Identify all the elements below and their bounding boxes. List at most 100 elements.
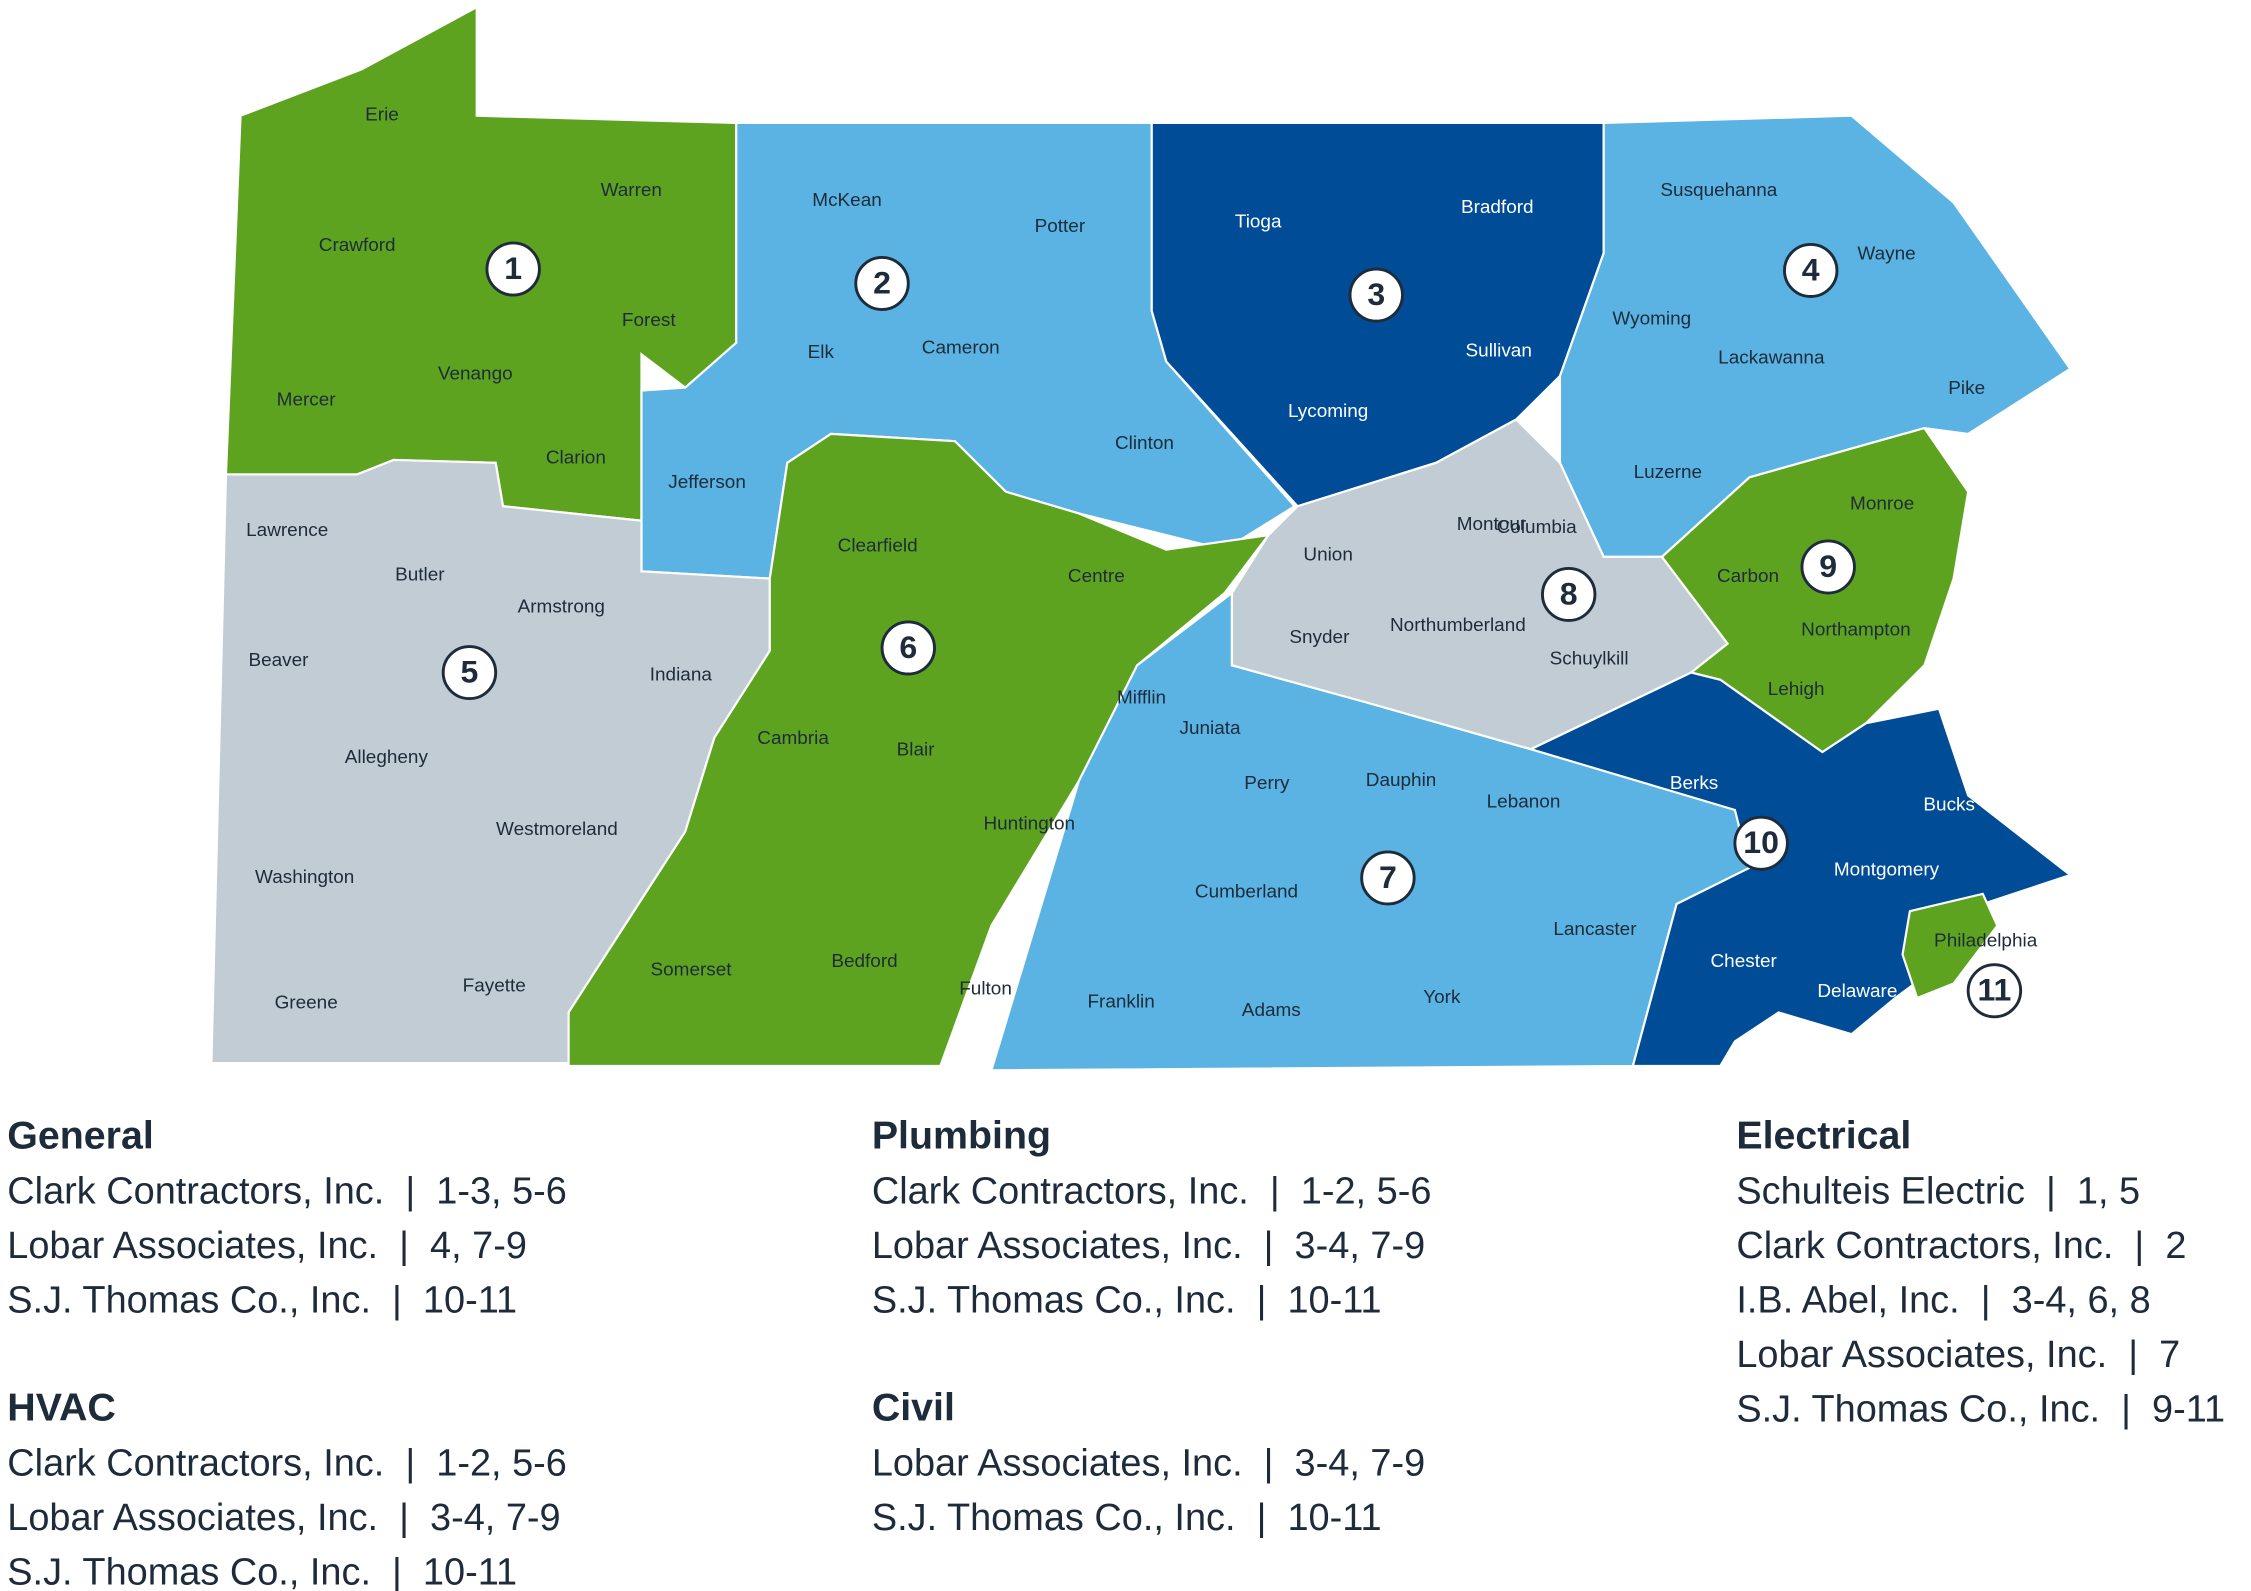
county-label: Jefferson	[668, 471, 746, 492]
legend-heading: Plumbing	[872, 1115, 1051, 1158]
county-label: Erie	[365, 104, 399, 125]
legend-line: Lobar Associates, Inc. | 4, 7-9	[7, 1224, 527, 1266]
county-label: Venango	[438, 363, 513, 384]
county-label: Philadelphia	[1934, 930, 2038, 951]
county-label: York	[1423, 986, 1461, 1007]
county-label: Berks	[1670, 772, 1718, 793]
county-label: Cameron	[922, 337, 1000, 358]
region-number: 10	[1743, 824, 1779, 860]
county-label: Somerset	[651, 959, 733, 980]
county-label: Dauphin	[1366, 769, 1437, 790]
county-label: Huntington	[983, 812, 1075, 833]
region-marker	[854, 256, 910, 311]
region-marker	[1348, 267, 1404, 323]
county-label: Butler	[395, 564, 444, 585]
region-number: 7	[1379, 859, 1397, 895]
county-label: Franklin	[1087, 990, 1154, 1011]
county-label: Lehigh	[1768, 678, 1825, 699]
county-label: Crawford	[319, 234, 396, 255]
county-label: Potter	[1035, 215, 1086, 236]
county-label: Wyoming	[1612, 308, 1691, 329]
legend: General Clark Contractors, Inc. | 1-3, 5-…	[7, 1115, 2225, 1591]
county-label: Montour	[1457, 513, 1526, 534]
county-label: Mercer	[277, 389, 336, 410]
county-label: Westmoreland	[496, 818, 618, 839]
legend-heading: Civil	[872, 1387, 955, 1430]
region-marker	[880, 620, 936, 676]
legend-line: Lobar Associates, Inc. | 7	[1736, 1333, 2180, 1375]
region-marker	[441, 645, 498, 701]
region-number: 1	[504, 250, 522, 286]
county-label: Cambria	[757, 727, 829, 748]
county-label: Monroe	[1850, 493, 1914, 514]
county-label: Indiana	[650, 663, 713, 684]
legend-line: Clark Contractors, Inc. | 1-2, 5-6	[7, 1442, 567, 1484]
county-label: Bedford	[831, 950, 897, 971]
region-number: 11	[1977, 972, 2011, 1008]
legend-line: S.J. Thomas Co., Inc. | 10-11	[872, 1496, 1382, 1538]
region-marker	[1783, 242, 1839, 298]
region-marker	[1966, 963, 2023, 1019]
county-label: Juniata	[1180, 717, 1242, 738]
county-label: Wayne	[1857, 243, 1915, 264]
legend-line: Schulteis Electric | 1, 5	[1736, 1170, 2140, 1212]
region-number: 5	[461, 654, 479, 690]
legend-line: Lobar Associates, Inc. | 3-4, 7-9	[872, 1224, 1425, 1266]
county-label: Clinton	[1115, 432, 1174, 453]
county-label: Fayette	[463, 974, 526, 995]
region-marker	[1360, 850, 1416, 906]
region-number: 3	[1367, 276, 1385, 312]
county-label: Cumberland	[1195, 880, 1298, 901]
county-label: Tioga	[1235, 211, 1282, 232]
region-marker	[1541, 566, 1597, 622]
region-marker	[1733, 815, 1789, 871]
county-label: Clearfield	[838, 535, 918, 556]
county-label: Lancaster	[1553, 918, 1636, 939]
legend-line: Clark Contractors, Inc. | 1-3, 5-6	[7, 1170, 567, 1212]
county-label: Greene	[275, 992, 338, 1013]
county-label: Columbia	[1497, 516, 1577, 537]
region-number: 6	[899, 629, 917, 665]
legend-line: Lobar Associates, Inc. | 3-4, 7-9	[872, 1442, 1425, 1484]
legend-line: Clark Contractors, Inc. | 2	[1736, 1224, 2186, 1266]
county-label: Chester	[1710, 950, 1776, 971]
county-label: Bucks	[1923, 794, 1975, 815]
map	[210, 5, 2073, 1072]
legend-heading: HVAC	[7, 1387, 116, 1430]
county-label: Washington	[255, 866, 354, 887]
county-label: Lackawanna	[1718, 347, 1825, 368]
county-label: Lycoming	[1288, 400, 1368, 421]
legend-line: Lobar Associates, Inc. | 3-4, 7-9	[7, 1496, 560, 1538]
county-label: Warren	[601, 179, 662, 200]
county-label: Pike	[1948, 377, 1985, 398]
county-label: Luzerne	[1634, 461, 1702, 482]
county-label: Carbon	[1717, 565, 1779, 586]
county-label: Sullivan	[1466, 339, 1532, 360]
region-marker	[1800, 539, 1856, 595]
legend-heading: Electrical	[1736, 1115, 1911, 1158]
county-label: Mifflin	[1117, 687, 1166, 708]
legend-line: S.J. Thomas Co., Inc. | 9-11	[1736, 1388, 2225, 1430]
county-label: Perry	[1244, 772, 1290, 793]
legend-heading: General	[7, 1115, 154, 1158]
county-label: Susquehanna	[1660, 179, 1777, 200]
county-label: Bradford	[1461, 196, 1534, 217]
region-shape	[1901, 892, 1999, 1000]
county-label: Lawrence	[246, 519, 328, 540]
legend-line: S.J. Thomas Co., Inc. | 10-11	[7, 1551, 517, 1591]
legend-line: I.B. Abel, Inc. | 3-4, 6, 8	[1736, 1279, 2150, 1321]
county-label: Beaver	[248, 649, 308, 670]
region-number: 4	[1802, 251, 1820, 287]
county-label: Lebanon	[1487, 791, 1561, 812]
county-label: Armstrong	[518, 596, 605, 617]
map-labels: Erie Warren Crawford Forest Venango Mercer Cla…	[246, 104, 2038, 1020]
region-marker	[485, 241, 541, 297]
region-number: 9	[1819, 548, 1837, 584]
county-label: Snyder	[1289, 626, 1349, 647]
county-label: Delaware	[1817, 980, 1897, 1001]
county-label: Northumberland	[1390, 614, 1526, 635]
region-number: 8	[1560, 575, 1578, 611]
county-label: Adams	[1242, 999, 1301, 1020]
county-label: Northampton	[1801, 619, 1910, 640]
